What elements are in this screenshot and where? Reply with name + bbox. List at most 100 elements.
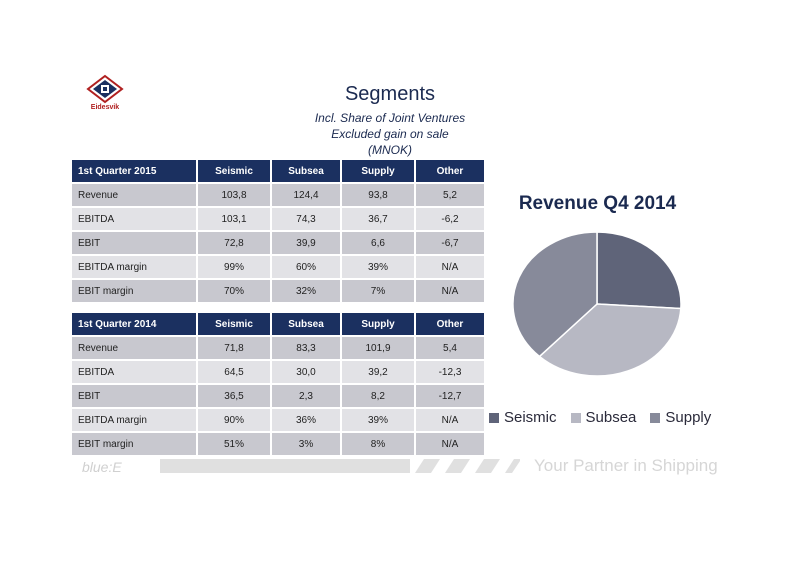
table-row: Revenue 71,8 83,3 101,9 5,4: [72, 336, 486, 361]
header-cell: Other: [415, 160, 486, 184]
subtitle-line-1: Incl. Share of Joint Ventures: [314, 111, 466, 125]
header-cell: Seismic: [197, 160, 272, 184]
row-label: EBIT margin: [72, 432, 198, 457]
table-q1-2014: 1st Quarter 2014 Seismic Subsea Supply O…: [72, 313, 486, 457]
table-cell: 36%: [271, 408, 342, 433]
table-cell: 124,4: [271, 183, 342, 208]
table-row: EBIT margin 51% 3% 8% N/A: [72, 432, 486, 457]
header-cell: Other: [415, 313, 486, 337]
table-row: EBIT 36,5 2,3 8,2 -12,7: [72, 384, 486, 409]
table-cell: 2,3: [271, 384, 342, 409]
table-header-row: 1st Quarter 2015 Seismic Subsea Supply O…: [72, 160, 486, 184]
row-label: EBITDA margin: [72, 255, 198, 280]
subtitle-line-2: Excluded gain on sale: [331, 127, 449, 141]
footer-brand-logo: blue:E: [82, 459, 122, 475]
table-row: Revenue 103,8 124,4 93,8 5,2: [72, 183, 486, 208]
revenue-pie-chart: [512, 231, 682, 377]
row-label: EBIT: [72, 384, 198, 409]
footer-tagline: Your Partner in Shipping: [534, 456, 718, 475]
table-cell: 6,6: [341, 231, 416, 256]
header-cell: Seismic: [197, 313, 272, 337]
table-cell: 70%: [197, 279, 272, 304]
header-cell: 1st Quarter 2014: [72, 313, 198, 337]
table-cell: 71,8: [197, 336, 272, 361]
table-q1-2015: 1st Quarter 2015 Seismic Subsea Supply O…: [72, 160, 486, 304]
row-label: EBIT: [72, 231, 198, 256]
table-row: EBITDA margin 90% 36% 39% N/A: [72, 408, 486, 433]
table-cell: 39%: [341, 408, 416, 433]
pie-slice-seismic: [596, 231, 682, 310]
table-cell: 3%: [271, 432, 342, 457]
header-cell: Subsea: [271, 160, 342, 184]
table-cell: -6,2: [415, 207, 486, 232]
table-row: EBIT margin 70% 32% 7% N/A: [72, 279, 486, 304]
row-label: EBIT margin: [72, 279, 198, 304]
table-row: EBITDA margin 99% 60% 39% N/A: [72, 255, 486, 280]
table-cell: 83,3: [271, 336, 342, 361]
table-cell: N/A: [415, 408, 486, 433]
table-cell: 74,3: [271, 207, 342, 232]
pie-slice-supply: [512, 231, 598, 358]
table-cell: 60%: [271, 255, 342, 280]
table-cell: 64,5: [197, 360, 272, 385]
table-row: EBIT 72,8 39,9 6,6 -6,7: [72, 231, 486, 256]
logo-text: Eidesvik: [90, 104, 120, 111]
table-cell: 39,2: [341, 360, 416, 385]
legend-swatch: [650, 412, 661, 423]
table-cell: 39%: [341, 255, 416, 280]
legend-swatch: [570, 412, 581, 423]
table-cell: 32%: [271, 279, 342, 304]
table-cell: 39,9: [271, 231, 342, 256]
table-cell: 93,8: [341, 183, 416, 208]
table-cell: 103,1: [197, 207, 272, 232]
table-cell: 99%: [197, 255, 272, 280]
table-cell: -12,7: [415, 384, 486, 409]
legend-label: Supply: [665, 409, 712, 426]
table-row: EBITDA 103,1 74,3 36,7 -6,2: [72, 207, 486, 232]
table-cell: -12,3: [415, 360, 486, 385]
table-cell: 36,7: [341, 207, 416, 232]
legend-item-subsea: Subsea: [570, 409, 637, 426]
header-cell: Supply: [341, 160, 416, 184]
table-cell: N/A: [415, 279, 486, 304]
table-cell: N/A: [415, 432, 486, 457]
row-label: Revenue: [72, 183, 198, 208]
header-cell: 1st Quarter 2015: [72, 160, 198, 184]
title-block: Segments Incl. Share of Joint Ventures E…: [300, 83, 480, 158]
table-cell: 72,8: [197, 231, 272, 256]
row-label: Revenue: [72, 336, 198, 361]
header-cell: Supply: [341, 313, 416, 337]
table-cell: 7%: [341, 279, 416, 304]
legend-item-supply: Supply: [650, 409, 711, 426]
table-cell: 90%: [197, 408, 272, 433]
table-cell: 51%: [197, 432, 272, 457]
legend-label: Subsea: [585, 409, 637, 426]
pie-slice-subsea: [538, 303, 682, 377]
table-header-row: 1st Quarter 2014 Seismic Subsea Supply O…: [72, 313, 486, 337]
chart-legend: Seismic Subsea Supply: [489, 409, 711, 426]
row-label: EBITDA: [72, 207, 198, 232]
table-cell: -6,7: [415, 231, 486, 256]
subtitle-line-3: (MNOK): [368, 143, 412, 157]
page-title: Segments: [344, 83, 436, 105]
table-cell: 8%: [341, 432, 416, 457]
header-cell: Subsea: [271, 313, 342, 337]
legend-label: Seismic: [504, 409, 557, 426]
chart-title: Revenue Q4 2014: [518, 193, 677, 214]
table-cell: 5,2: [415, 183, 486, 208]
row-label: EBITDA margin: [72, 408, 198, 433]
table-row: EBITDA 64,5 30,0 39,2 -12,3: [72, 360, 486, 385]
table-cell: 103,8: [197, 183, 272, 208]
table-cell: 30,0: [271, 360, 342, 385]
legend-swatch: [489, 412, 499, 423]
table-cell: 101,9: [341, 336, 416, 361]
table-cell: 5,4: [415, 336, 486, 361]
row-label: EBITDA: [72, 360, 198, 385]
table-cell: N/A: [415, 255, 486, 280]
legend-item-seismic: Seismic: [489, 409, 557, 426]
table-cell: 8,2: [341, 384, 416, 409]
logo-diamond-icon: [86, 74, 124, 104]
table-cell: 36,5: [197, 384, 272, 409]
company-logo: Eidesvik: [84, 74, 126, 114]
footer-stripe: [160, 459, 520, 473]
